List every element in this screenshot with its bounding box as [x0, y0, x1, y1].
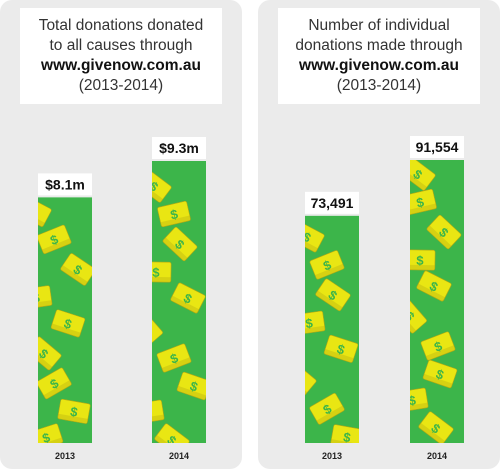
- dollar-note-icon: $: [422, 359, 458, 389]
- dollar-note-icon: $: [138, 310, 163, 346]
- dollar-note-icon: $: [38, 224, 72, 255]
- category-label-2013: 2013: [322, 451, 342, 461]
- data-label-box: [38, 173, 92, 196]
- svg-text:$: $: [407, 392, 417, 408]
- dollar-note-icon: $: [59, 253, 92, 287]
- chart-title-url[interactable]: www.givenow.com.au: [41, 57, 201, 74]
- bar-money-pattern: $$$$$$$$: [291, 221, 359, 445]
- dollar-note-icon: $: [146, 169, 172, 204]
- chart-title-box: Total donations donated to all causes th…: [20, 8, 222, 104]
- svg-text:$: $: [304, 315, 314, 331]
- dollar-note-icon: $: [300, 221, 325, 253]
- dollar-note-icon: $: [170, 282, 206, 314]
- chart-title-line-1: Number of individual: [308, 17, 450, 34]
- dollar-note-icon: $: [309, 250, 345, 280]
- dollar-note-icon: $: [330, 424, 359, 445]
- dollar-note-icon: $: [426, 214, 462, 250]
- svg-text:$: $: [152, 265, 160, 280]
- dollar-note-icon: $: [418, 411, 454, 443]
- dollar-note-icon: $: [416, 270, 452, 302]
- chart-title-box: Number of individual donations made thro…: [278, 8, 480, 104]
- svg-text:$: $: [69, 404, 79, 420]
- dollar-note-icon: $: [407, 387, 429, 413]
- bar-money-pattern: $$$$$$$$$$$: [402, 160, 462, 443]
- svg-text:$: $: [402, 309, 419, 325]
- chart-title-line-2: donations made through: [295, 37, 463, 54]
- svg-text:$: $: [415, 194, 426, 210]
- data-label-box: [410, 136, 464, 158]
- chart-title-years: (2013-2014): [78, 77, 164, 94]
- category-label-2013: 2013: [55, 451, 75, 461]
- chart-panel-total-donations: Total donations donated to all causes th…: [0, 0, 242, 469]
- dollar-note-icon: $: [162, 226, 198, 262]
- dollar-note-icon: $: [291, 362, 317, 397]
- chart-title-years: (2013-2014): [336, 77, 422, 94]
- dollar-note-icon: $: [410, 188, 437, 216]
- dollar-note-icon: $: [154, 423, 190, 449]
- dollar-note-icon: $: [152, 399, 165, 425]
- dollar-note-icon: $: [38, 367, 72, 400]
- dollar-note-icon: $: [38, 423, 64, 443]
- dollar-note-icon: $: [38, 285, 53, 310]
- dollar-note-icon: $: [304, 310, 326, 335]
- dollar-note-icon: $: [410, 249, 436, 271]
- dollar-note-icon: $: [157, 200, 191, 228]
- svg-text:$: $: [164, 432, 179, 449]
- data-label-box: [152, 137, 206, 159]
- dollar-note-icon: $: [402, 298, 427, 334]
- data-label-2014: 91,554: [416, 139, 459, 155]
- category-label-2014: 2014: [427, 451, 447, 461]
- dollar-note-icon: $: [176, 371, 206, 401]
- svg-text:$: $: [291, 371, 307, 388]
- chart-title-line-2: to all causes through: [49, 37, 193, 54]
- dollar-note-icon: $: [420, 331, 456, 361]
- data-label-box: [305, 191, 359, 214]
- dollar-note-icon: $: [309, 393, 345, 425]
- svg-text:$: $: [300, 229, 314, 246]
- svg-text:$: $: [146, 178, 161, 195]
- dollar-note-icon: $: [152, 261, 172, 283]
- dollar-note-icon: $: [57, 398, 91, 424]
- svg-text:$: $: [169, 206, 180, 222]
- chart-panel-number-of-donations: Number of individual donations made thro…: [258, 0, 500, 469]
- chart-title-line-1: Total donations donated: [38, 17, 204, 34]
- category-label-2014: 2014: [169, 451, 189, 461]
- data-label-2014: $9.3m: [159, 140, 199, 156]
- svg-text:$: $: [138, 321, 155, 337]
- dollar-note-icon: $: [156, 343, 192, 373]
- dollar-note-icon: $: [38, 197, 52, 228]
- dollar-note-icon: $: [38, 336, 62, 371]
- data-label-2013: 73,491: [311, 195, 354, 211]
- dollar-note-icon: $: [314, 278, 351, 312]
- bar-money-pattern: $$$$$$$$$: [38, 197, 92, 443]
- chart-title-url[interactable]: www.givenow.com.au: [299, 57, 459, 74]
- bar-money-pattern: $$$$$$$$$$: [138, 169, 206, 449]
- data-label-2013: $8.1m: [45, 176, 85, 192]
- svg-text:$: $: [342, 429, 352, 445]
- dollar-note-icon: $: [50, 309, 86, 338]
- svg-text:$: $: [416, 253, 424, 268]
- dollar-note-icon: $: [410, 160, 436, 192]
- dollar-note-icon: $: [323, 334, 359, 363]
